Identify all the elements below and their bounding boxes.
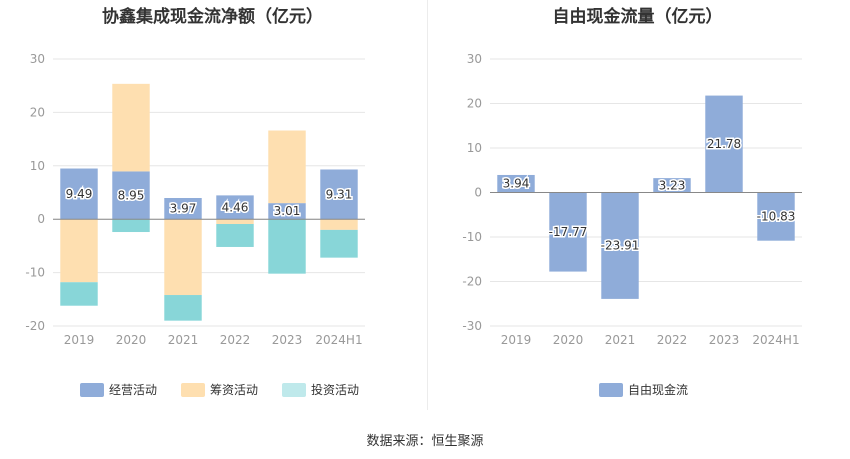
data-label: -10.83 bbox=[757, 210, 796, 224]
data-source-note: 数据来源：恒生聚源 bbox=[366, 434, 484, 449]
legend-item-free-cash-flow[interactable]: 自由现金流 bbox=[599, 381, 688, 398]
y-tick-label: -20 bbox=[462, 275, 482, 289]
x-tick-label: 2020 bbox=[553, 333, 584, 347]
bar bbox=[60, 219, 98, 283]
y-tick-label: -20 bbox=[25, 319, 45, 333]
bar bbox=[60, 168, 98, 220]
legend-label-free-cash-flow: 自由现金流 bbox=[628, 383, 689, 397]
legend-label-investing: 投资活动 bbox=[311, 383, 360, 397]
y-tick-label: -30 bbox=[462, 319, 482, 333]
x-tick-label: 2022 bbox=[220, 333, 251, 347]
legend-item-financing[interactable]: 筹资活动 bbox=[181, 381, 258, 398]
x-tick-label: 2023 bbox=[272, 333, 303, 347]
bar bbox=[164, 198, 202, 220]
data-label-halo: 3.23 bbox=[659, 178, 686, 192]
bar bbox=[549, 192, 587, 272]
x-tick-label: 2020 bbox=[116, 333, 147, 347]
legend-swatch-operating bbox=[80, 382, 104, 397]
data-label-halo: 3.94 bbox=[503, 177, 530, 191]
bar bbox=[164, 295, 202, 321]
left-chart-title: 协鑫集成现金流净额（亿元） bbox=[102, 7, 323, 27]
y-tick-label: 0 bbox=[474, 186, 482, 200]
right-chart-title: 自由现金流量（亿元） bbox=[552, 7, 723, 27]
x-tick-label: 2021 bbox=[168, 333, 199, 347]
legend-swatch-free-cash-flow bbox=[599, 382, 623, 397]
x-tick-label: 2024H1 bbox=[315, 333, 362, 347]
data-label-halo: 8.95 bbox=[118, 188, 145, 202]
x-tick-label: 2023 bbox=[709, 333, 740, 347]
data-label-halo: 21.78 bbox=[707, 137, 741, 151]
legend-item-investing[interactable]: 投资活动 bbox=[282, 381, 359, 398]
data-label-halo: 9.49 bbox=[66, 187, 93, 201]
data-label: 3.97 bbox=[170, 202, 197, 216]
bar bbox=[320, 229, 358, 258]
chart-divider bbox=[427, 0, 428, 410]
data-label: 3.01 bbox=[274, 204, 301, 218]
data-label-halo: 9.31 bbox=[326, 187, 353, 201]
data-label: -17.77 bbox=[549, 225, 588, 239]
data-label: 3.23 bbox=[659, 178, 686, 192]
bar bbox=[164, 219, 202, 296]
bar bbox=[216, 219, 254, 225]
left-legend: 经营活动 筹资活动 投资活动 bbox=[80, 381, 359, 398]
x-tick-label: 2019 bbox=[501, 333, 532, 347]
legend-swatch-investing bbox=[282, 382, 307, 397]
bar bbox=[601, 192, 639, 299]
bar bbox=[268, 130, 306, 204]
bar bbox=[268, 203, 306, 220]
bar bbox=[320, 169, 358, 220]
data-label: 21.78 bbox=[707, 137, 741, 151]
y-tick-label: 10 bbox=[467, 141, 482, 155]
data-label-halo: 4.46 bbox=[222, 200, 249, 214]
y-tick-label: 20 bbox=[30, 105, 45, 119]
bar bbox=[112, 83, 150, 172]
bar bbox=[497, 174, 535, 193]
bar bbox=[216, 224, 254, 247]
data-label: 9.49 bbox=[66, 187, 93, 201]
y-tick-label: 30 bbox=[467, 52, 482, 66]
y-tick-label: -10 bbox=[25, 266, 45, 280]
data-label-halo: -10.83 bbox=[757, 210, 796, 224]
bar bbox=[320, 219, 358, 230]
x-tick-label: 2021 bbox=[605, 333, 636, 347]
bar bbox=[268, 219, 306, 274]
bar bbox=[112, 219, 150, 233]
right-legend: 自由现金流 bbox=[599, 381, 688, 398]
y-tick-label: -10 bbox=[462, 230, 482, 244]
y-tick-label: 10 bbox=[30, 159, 45, 173]
x-tick-label: 2022 bbox=[657, 333, 688, 347]
bar bbox=[216, 195, 254, 220]
free-cash-flow-chart: -30-20-1001020303.943.94-17.77-17.77-23.… bbox=[462, 52, 802, 347]
data-label-halo: -23.91 bbox=[601, 239, 640, 253]
data-label: 4.46 bbox=[222, 200, 249, 214]
bar bbox=[705, 95, 743, 193]
x-tick-label: 2019 bbox=[64, 333, 95, 347]
bar bbox=[112, 171, 150, 220]
data-label-halo: 3.01 bbox=[274, 204, 301, 218]
y-tick-label: 20 bbox=[467, 97, 482, 111]
data-label-halo: -17.77 bbox=[549, 225, 588, 239]
data-label: -23.91 bbox=[601, 239, 640, 253]
data-label: 8.95 bbox=[118, 188, 145, 202]
bar bbox=[653, 178, 691, 193]
legend-swatch-financing bbox=[181, 382, 206, 397]
bar bbox=[757, 192, 795, 241]
data-label: 9.31 bbox=[326, 187, 353, 201]
data-label-halo: 3.97 bbox=[170, 202, 197, 216]
bar bbox=[60, 282, 98, 306]
legend-item-operating[interactable]: 经营活动 bbox=[80, 381, 157, 398]
legend-label-operating: 经营活动 bbox=[109, 383, 158, 397]
data-label: 3.94 bbox=[503, 177, 530, 191]
y-tick-label: 30 bbox=[30, 52, 45, 66]
x-tick-label: 2024H1 bbox=[752, 333, 799, 347]
y-tick-label: 0 bbox=[37, 212, 45, 226]
legend-label-financing: 筹资活动 bbox=[210, 383, 259, 397]
